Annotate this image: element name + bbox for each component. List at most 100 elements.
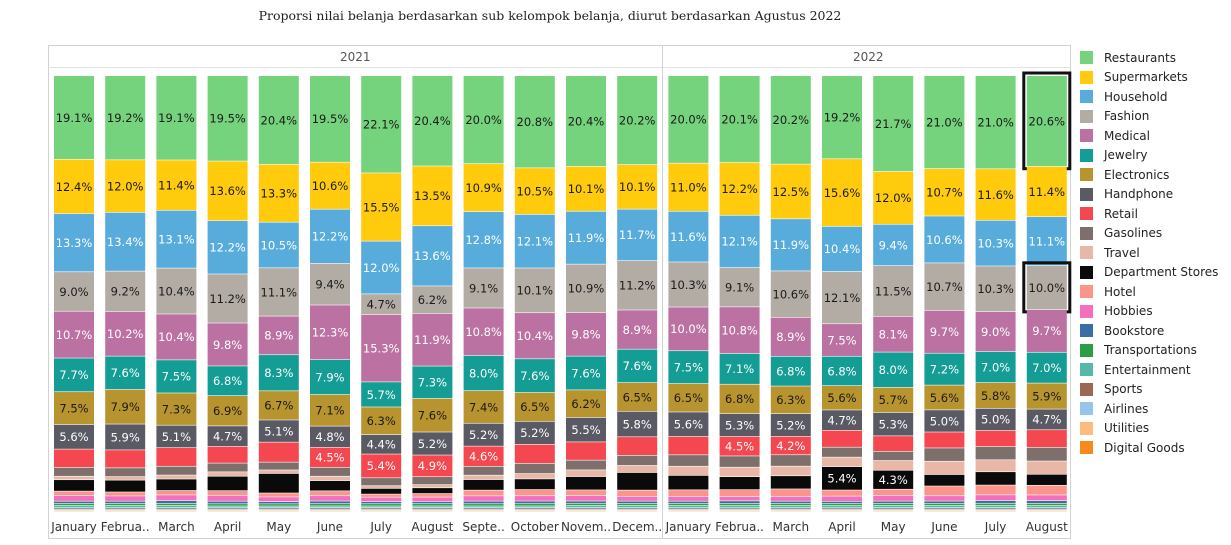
bar-segment-supermarkets-18: [975, 169, 1016, 220]
legend-swatch: [1080, 421, 1093, 435]
data-label-restaurants-11: 20.2%: [619, 113, 656, 127]
legend-item-transportations[interactable]: Transportations: [1080, 341, 1231, 361]
bar-segment-airlines-10: [566, 509, 606, 511]
legend-item-medical[interactable]: Medical: [1080, 126, 1231, 146]
bar-segment-supermarkets-13: [719, 162, 760, 215]
legend-item-sports[interactable]: Sports: [1080, 380, 1231, 400]
data-label-electronics-0: 7.5%: [59, 401, 88, 415]
year-label-2021: 2021: [340, 50, 371, 64]
bar-segment-handphone-18: [975, 408, 1016, 431]
legend-item-bookstore[interactable]: Bookstore: [1080, 321, 1231, 341]
bar-segment-hobbies-5: [310, 496, 350, 501]
bar-segment-hobbies-7: [412, 497, 453, 502]
x-tick-label-7: August: [411, 520, 453, 534]
legend-item-airlines[interactable]: Airlines: [1080, 399, 1231, 419]
legend-item-hobbies[interactable]: Hobbies: [1080, 302, 1231, 322]
data-label-jewelry-17: 7.2%: [930, 362, 959, 376]
data-label-handphone-6: 4.4%: [367, 438, 396, 452]
bar-segment-jewelry-1: [105, 356, 146, 390]
legend-item-utilities[interactable]: Utilities: [1080, 419, 1231, 439]
bar-segment-bookstore-19: [1026, 500, 1067, 504]
legend-item-digital-goods[interactable]: Digital Goods: [1080, 438, 1231, 458]
legend-item-jewelry[interactable]: Jewelry: [1080, 146, 1231, 166]
bar-segment-entertainment-2: [156, 505, 197, 508]
bar-segment-entertainment-16: [873, 505, 914, 508]
bar-segment-sports-12: [668, 508, 709, 509]
x-tick-label-4: May: [266, 520, 291, 534]
legend-item-department-stores[interactable]: Department Stores: [1080, 263, 1231, 283]
bar-segment-hobbies-1: [105, 496, 146, 501]
bar-segment-hotel-17: [924, 486, 965, 496]
bar-segment-fashion-5: [310, 263, 350, 305]
bar-segment-gasolines-12: [668, 455, 709, 466]
bar-segment-hobbies-2: [156, 495, 197, 501]
bar-segment-entertainment-19: [1026, 505, 1067, 508]
legend-label: Supermarkets: [1104, 70, 1188, 85]
data-label-medical-13: 10.8%: [721, 324, 758, 338]
bar-segment-restaurants-1: [105, 76, 146, 160]
bar-segment-handphone-14: [770, 413, 811, 437]
x-tick-label-18: July: [984, 520, 1007, 534]
bar-segment-sports-13: [719, 508, 760, 509]
bar-segment-transportations-0: [54, 503, 94, 506]
bar-segment-transportations-11: [617, 503, 658, 506]
legend-item-supermarkets[interactable]: Supermarkets: [1080, 68, 1231, 88]
bar-segment-electronics-9: [514, 392, 555, 422]
bar-segment-medical-19: [1026, 309, 1067, 352]
bar-segment-sports-14: [770, 508, 811, 509]
bar-segment-fashion-7: [412, 286, 453, 314]
legend-swatch: [1080, 148, 1093, 162]
legend-item-travel[interactable]: Travel: [1080, 243, 1231, 263]
bar-segment-household-1: [105, 212, 146, 271]
bar-segment-fashion-9: [514, 268, 555, 313]
bar-segment-fashion-12: [668, 262, 709, 307]
bar-segment-gasolines-1: [105, 468, 146, 477]
bar-segment-handphone-8: [463, 423, 504, 446]
bar-segment-household-11: [617, 209, 658, 261]
bar-segment-gasolines-7: [412, 477, 453, 485]
data-label-jewelry-13: 7.1%: [725, 362, 754, 376]
bar-segment-retail-19: [1026, 430, 1067, 448]
data-label-handphone-19: 4.7%: [1032, 413, 1061, 427]
legend-item-electronics[interactable]: Electronics: [1080, 165, 1231, 185]
x-tick-label-6: July: [369, 520, 392, 534]
data-label-jewelry-11: 7.6%: [623, 359, 652, 373]
bar-segment-restaurants-12: [668, 76, 709, 163]
bar-segment-bookstore-7: [412, 501, 453, 504]
bar-segment-supermarkets-17: [924, 168, 965, 216]
data-label-department-stores-16: 4.3%: [879, 473, 908, 487]
data-label-household-16: 9.4%: [879, 238, 908, 252]
data-label-fashion-7: 6.2%: [418, 293, 447, 307]
data-label-jewelry-0: 7.7%: [59, 368, 88, 382]
bar-segment-handphone-17: [924, 410, 965, 432]
bar-segment-entertainment-15: [822, 505, 862, 508]
bar-segment-airlines-15: [822, 509, 862, 511]
legend-item-entertainment[interactable]: Entertainment: [1080, 360, 1231, 380]
legend-item-handphone[interactable]: Handphone: [1080, 185, 1231, 205]
bar-segment-sports-0: [54, 508, 94, 509]
legend-item-fashion[interactable]: Fashion: [1080, 107, 1231, 127]
bar-segment-handphone-12: [668, 412, 709, 437]
data-label-handphone-4: 5.1%: [264, 424, 293, 438]
legend-item-household[interactable]: Household: [1080, 87, 1231, 107]
bar-segment-bookstore-3: [207, 501, 248, 504]
bar-segment-gasolines-5: [310, 467, 350, 476]
data-label-retail-14: 4.2%: [776, 439, 805, 453]
data-label-household-8: 12.8%: [465, 233, 502, 247]
bar-segment-restaurants-13: [719, 76, 760, 163]
legend-item-retail[interactable]: Retail: [1080, 204, 1231, 224]
data-label-household-7: 13.6%: [414, 249, 451, 263]
legend-item-hotel[interactable]: Hotel: [1080, 282, 1231, 302]
bar-segment-bookstore-14: [770, 501, 811, 504]
data-label-handphone-10: 5.5%: [571, 423, 600, 437]
data-label-restaurants-3: 19.5%: [209, 112, 246, 126]
bar-segment-jewelry-8: [463, 355, 504, 391]
bar-segment-hotel-16: [873, 489, 914, 496]
data-label-supermarkets-15: 15.6%: [824, 186, 861, 200]
legend-item-gasolines[interactable]: Gasolines: [1080, 224, 1231, 244]
data-label-fashion-16: 11.5%: [875, 284, 912, 298]
legend-item-restaurants[interactable]: Restaurants: [1080, 48, 1231, 68]
legend-label: Hotel: [1104, 284, 1136, 299]
x-tick-label-16: May: [881, 520, 906, 534]
bar-segment-transportations-19: [1026, 503, 1067, 506]
